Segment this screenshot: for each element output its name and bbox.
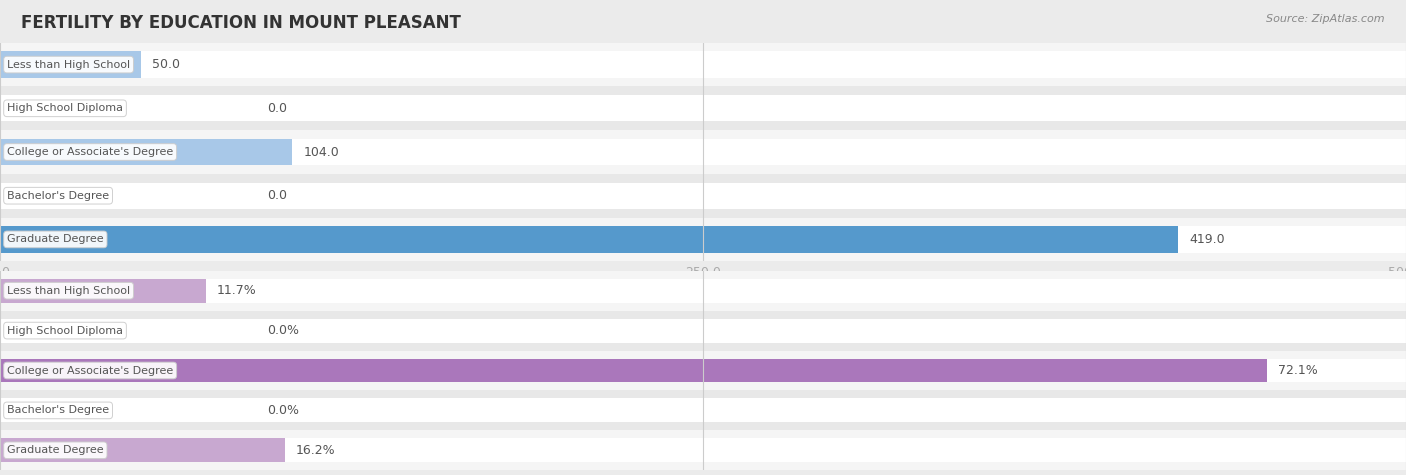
Bar (0, 226, 1178, 253)
Text: FERTILITY BY EDUCATION IN MOUNT PLEASANT: FERTILITY BY EDUCATION IN MOUNT PLEASANT (21, 14, 461, 32)
Text: 0.0%: 0.0% (267, 324, 299, 337)
Bar (0, 319, 1406, 342)
Bar (0, 430, 1406, 470)
Text: Bachelor's Degree: Bachelor's Degree (7, 405, 110, 416)
Text: Graduate Degree: Graduate Degree (7, 234, 104, 245)
Text: 0.0%: 0.0% (267, 404, 299, 417)
Text: 50.0: 50.0 (152, 58, 180, 71)
Bar (0, 311, 1406, 351)
Text: Less than High School: Less than High School (7, 59, 131, 70)
Text: Less than High School: Less than High School (7, 285, 131, 296)
Bar (0, 438, 284, 462)
Text: 11.7%: 11.7% (217, 284, 257, 297)
Text: 0.0: 0.0 (267, 102, 287, 115)
Bar (0, 390, 1406, 430)
Bar (0, 359, 1406, 382)
Bar (0, 139, 292, 165)
Bar (0, 359, 1267, 382)
Text: 419.0: 419.0 (1189, 233, 1225, 246)
Bar (0, 182, 1406, 209)
Bar (0, 279, 1406, 303)
Text: 16.2%: 16.2% (295, 444, 336, 457)
Text: High School Diploma: High School Diploma (7, 325, 124, 336)
Text: Graduate Degree: Graduate Degree (7, 445, 104, 456)
Bar (0, 174, 1406, 218)
Text: 104.0: 104.0 (304, 145, 339, 159)
Text: 0.0: 0.0 (267, 189, 287, 202)
Text: College or Associate's Degree: College or Associate's Degree (7, 147, 173, 157)
Bar (0, 226, 1406, 253)
Bar (0, 218, 1406, 261)
Bar (0, 86, 1406, 130)
Bar (0, 399, 1406, 422)
Text: Source: ZipAtlas.com: Source: ZipAtlas.com (1267, 14, 1385, 24)
Bar (0, 95, 1406, 122)
Bar (0, 130, 1406, 174)
Bar (0, 51, 1406, 78)
Text: High School Diploma: High School Diploma (7, 103, 124, 114)
Bar (0, 438, 1406, 462)
Bar (0, 51, 141, 78)
Text: 72.1%: 72.1% (1278, 364, 1319, 377)
Bar (0, 139, 1406, 165)
Bar (0, 43, 1406, 86)
Bar (0, 351, 1406, 390)
Bar (0, 271, 1406, 311)
Text: Bachelor's Degree: Bachelor's Degree (7, 190, 110, 201)
Text: College or Associate's Degree: College or Associate's Degree (7, 365, 173, 376)
Bar (0, 279, 205, 303)
